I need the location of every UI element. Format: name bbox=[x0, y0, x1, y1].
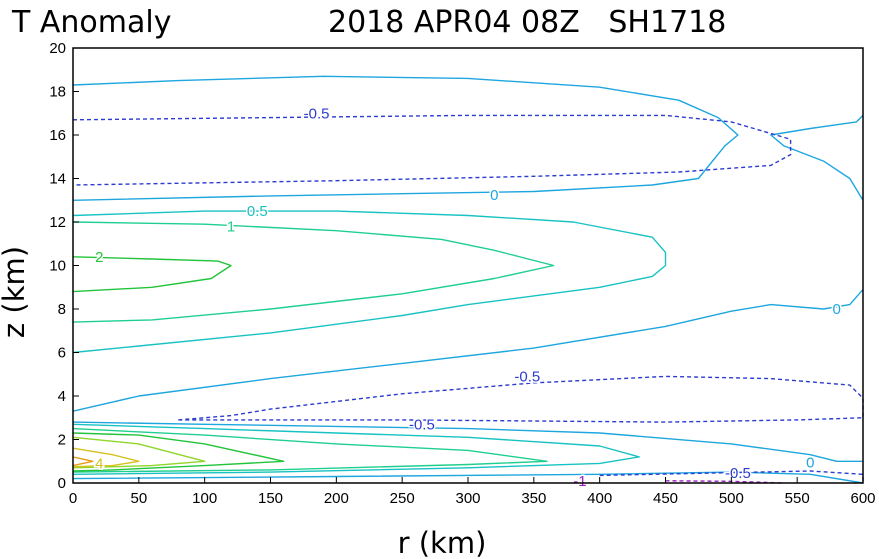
chart-title-left: T Anomaly bbox=[11, 5, 171, 40]
contour-line-1 bbox=[770, 114, 864, 201]
x-tick-label-50: 50 bbox=[130, 490, 147, 507]
contour-line-13 bbox=[72, 256, 232, 293]
x-tick-label-0: 0 bbox=[69, 490, 77, 507]
x-tick-label-450: 450 bbox=[653, 490, 678, 507]
contour-line-2 bbox=[72, 288, 864, 412]
contour-label-5: 0 bbox=[833, 301, 841, 318]
contour-labels: -0.5 0 0.5 1 2 0 -0.5 -0.5 0 -0.5 4 -1 bbox=[94, 104, 843, 491]
x-tick-label-400: 400 bbox=[587, 490, 612, 507]
contour-line-11 bbox=[72, 221, 555, 323]
y-tick-label-6: 6 bbox=[58, 345, 66, 362]
contour-label-8: 0 bbox=[806, 454, 814, 471]
y-tick-label-14: 14 bbox=[49, 171, 66, 188]
contour-label-0: -0.5 bbox=[304, 105, 330, 122]
plot-frame bbox=[72, 47, 864, 484]
contour-line-0 bbox=[72, 75, 739, 201]
contour-label-9: -0.5 bbox=[725, 465, 751, 482]
contour-line-15 bbox=[72, 436, 206, 469]
y-tick-label-10: 10 bbox=[49, 258, 66, 275]
contour-lines bbox=[72, 75, 864, 484]
contour-label-4: 2 bbox=[95, 249, 103, 266]
contour-line-7 bbox=[599, 470, 864, 483]
x-axis-label: r (km) bbox=[398, 526, 487, 559]
contour-label-6: -0.5 bbox=[514, 368, 540, 385]
contour-line-10 bbox=[72, 423, 640, 475]
contour-label-7: -0.5 bbox=[409, 416, 435, 433]
contour-line-9 bbox=[72, 210, 667, 354]
contour-line-6 bbox=[178, 375, 864, 423]
y-tick-label-12: 12 bbox=[49, 214, 66, 231]
y-tick-label-0: 0 bbox=[58, 475, 66, 492]
x-tick-label-600: 600 bbox=[850, 490, 875, 507]
y-tick-label-20: 20 bbox=[49, 40, 66, 57]
chart-title-right: 2018 APR04 08Z SH1718 bbox=[328, 5, 726, 40]
y-tick-label-4: 4 bbox=[58, 388, 66, 405]
x-tick-label-250: 250 bbox=[390, 490, 415, 507]
y-tick-label-2: 2 bbox=[58, 432, 66, 449]
contour-line-4 bbox=[72, 471, 864, 484]
contour-label-1: 0 bbox=[490, 187, 498, 204]
contour-label-10: 4 bbox=[95, 455, 103, 472]
contour-label-11: -1 bbox=[573, 473, 586, 490]
contour-line-17 bbox=[72, 456, 94, 467]
x-tick-label-500: 500 bbox=[719, 490, 744, 507]
contour-line-3 bbox=[72, 421, 863, 462]
axis-ticks: 0 50 100 150 200 250 300 350 400 450 500 550 6000246… bbox=[49, 40, 875, 507]
x-tick-label-300: 300 bbox=[455, 490, 480, 507]
y-tick-label-18: 18 bbox=[49, 84, 66, 101]
x-tick-label-350: 350 bbox=[521, 490, 546, 507]
x-tick-label-150: 150 bbox=[258, 490, 283, 507]
y-axis-label: z (km) bbox=[0, 246, 31, 338]
x-tick-label-550: 550 bbox=[785, 490, 810, 507]
x-tick-label-100: 100 bbox=[192, 490, 217, 507]
contour-label-2: 0.5 bbox=[247, 203, 268, 220]
contour-line-12 bbox=[72, 427, 548, 473]
contour-label-3: 1 bbox=[227, 218, 235, 235]
y-tick-label-8: 8 bbox=[58, 301, 66, 318]
contour-line-5 bbox=[72, 114, 792, 186]
contour-line-14 bbox=[72, 432, 285, 472]
x-tick-label-200: 200 bbox=[324, 490, 349, 507]
y-tick-label-16: 16 bbox=[49, 127, 66, 144]
contour-line-16 bbox=[72, 447, 140, 468]
